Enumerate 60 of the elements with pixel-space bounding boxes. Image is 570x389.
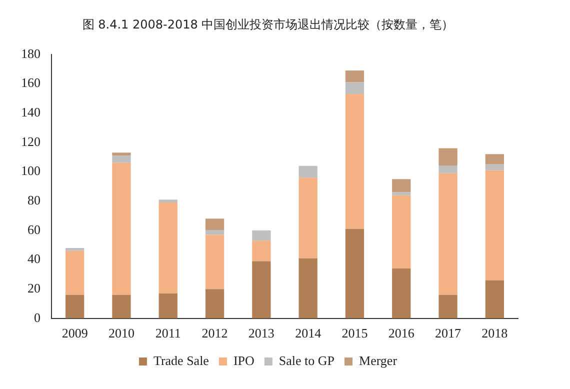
chart-title: 图 8.4.1 2008-2018 中国创业投资市场退出情况比较（按数量，笔） — [82, 17, 454, 32]
y-tick-label: 20 — [28, 280, 40, 296]
x-tick-label: 2018 — [482, 326, 508, 341]
y-tick-label: 60 — [28, 222, 40, 237]
y-tick-label: 140 — [21, 104, 40, 120]
bar — [65, 248, 84, 251]
legend-label: IPO — [233, 352, 254, 368]
bar — [485, 170, 504, 280]
bar — [252, 230, 271, 241]
bar — [205, 218, 224, 230]
bar — [438, 148, 458, 166]
y-tick-label: 160 — [21, 75, 40, 90]
bar — [345, 82, 364, 94]
x-tick-label: 2012 — [202, 326, 228, 341]
bar — [392, 268, 411, 318]
bar — [205, 289, 224, 318]
y-tick-label: 100 — [21, 163, 40, 178]
bar — [158, 202, 178, 294]
bar — [112, 162, 131, 295]
x-tick-label: 2014 — [295, 326, 322, 341]
bar — [438, 166, 458, 174]
x-tick-label: 2009 — [62, 326, 88, 341]
bar — [345, 94, 364, 229]
bar — [438, 294, 458, 318]
bar — [205, 230, 224, 235]
y-tick-label: 0 — [34, 310, 40, 325]
bar — [392, 195, 411, 269]
bar — [438, 173, 458, 295]
legend-label: Merger — [359, 352, 398, 368]
y-tick-label: 40 — [28, 251, 40, 266]
y-tick-label: 180 — [21, 46, 40, 61]
bar — [485, 280, 504, 318]
x-tick-label: 2016 — [388, 326, 415, 341]
bar — [485, 164, 504, 170]
legend-label: Trade Sale — [153, 352, 210, 368]
bar — [485, 154, 504, 164]
bar — [392, 179, 411, 192]
x-tick-label: 2017 — [435, 326, 462, 341]
bar — [65, 294, 84, 318]
bar — [345, 70, 364, 82]
bar — [345, 228, 364, 318]
bar — [252, 240, 271, 262]
bar — [158, 200, 178, 203]
bar — [112, 156, 131, 163]
bar — [112, 294, 131, 318]
legend-label: Sale to GP — [278, 352, 335, 368]
bar — [298, 258, 318, 318]
bar — [205, 234, 224, 290]
y-tick-label: 120 — [21, 134, 40, 149]
bar — [298, 166, 318, 178]
x-tick-label: 2011 — [155, 326, 181, 341]
bar — [158, 293, 178, 318]
x-tick-label: 2010 — [108, 326, 134, 341]
x-tick-label: 2015 — [342, 326, 368, 341]
y-tick-label: 80 — [28, 192, 40, 208]
bar — [298, 178, 318, 258]
bar — [65, 250, 84, 295]
bar — [112, 152, 131, 156]
bar — [252, 261, 271, 318]
x-tick-label: 2013 — [248, 326, 274, 341]
